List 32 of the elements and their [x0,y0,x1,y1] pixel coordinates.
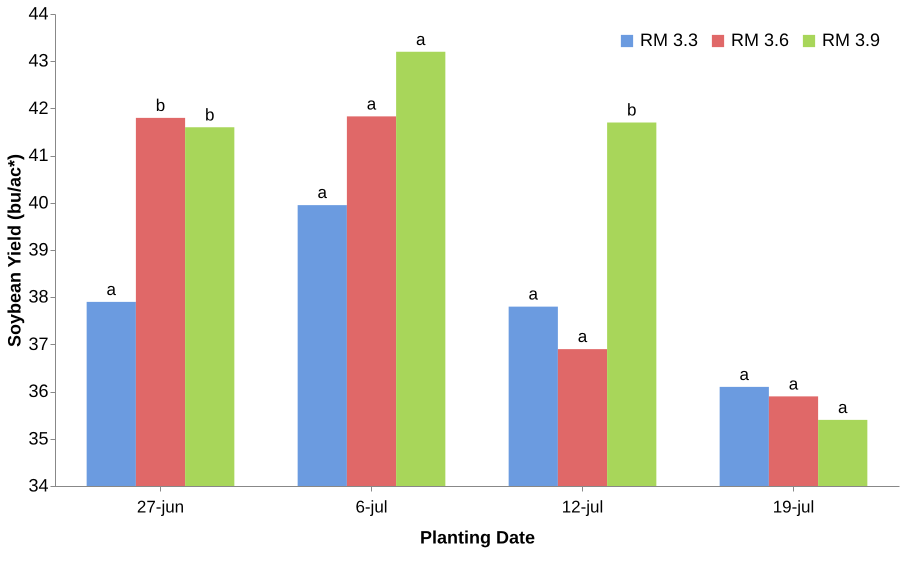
data-label: a [106,280,117,299]
y-axis-title: Soybean Yield (bu/ac*) [4,154,24,348]
y-tick-label: 39 [28,240,48,260]
y-tick-label: 42 [28,98,48,118]
x-tick-label: 27-jun [136,498,184,516]
y-tick-label: 40 [28,192,48,212]
data-label: a [416,30,426,49]
y-tick-label: 35 [28,428,48,448]
data-label: b [627,100,636,120]
y-tick-label: 38 [28,286,48,307]
data-label: a [740,364,750,384]
data-label: a [838,398,848,417]
data-label: b [205,105,214,124]
y-tick-label: 36 [28,381,48,402]
data-label: b [156,96,166,115]
y-tick-label: 37 [28,334,48,354]
data-label: a [788,374,799,394]
legend-label: RM 3.3 [640,30,698,50]
data-label: a [366,94,377,114]
x-tick-label: 19-jul [772,498,814,516]
legend-label: RM 3.9 [822,30,880,50]
data-label: a [318,183,328,202]
x-tick-label: 12-jul [562,498,604,516]
y-tick-label: 43 [28,50,48,71]
data-label: a [578,327,588,346]
y-tick-label: 44 [28,4,48,24]
legend-label: RM 3.6 [731,30,790,50]
y-tick-label: 34 [28,476,48,496]
data-label: a [528,284,539,304]
y-tick-label: 41 [28,145,48,166]
x-axis-title: Planting Date [420,528,536,548]
x-tick-label: 6-jul [355,498,388,516]
